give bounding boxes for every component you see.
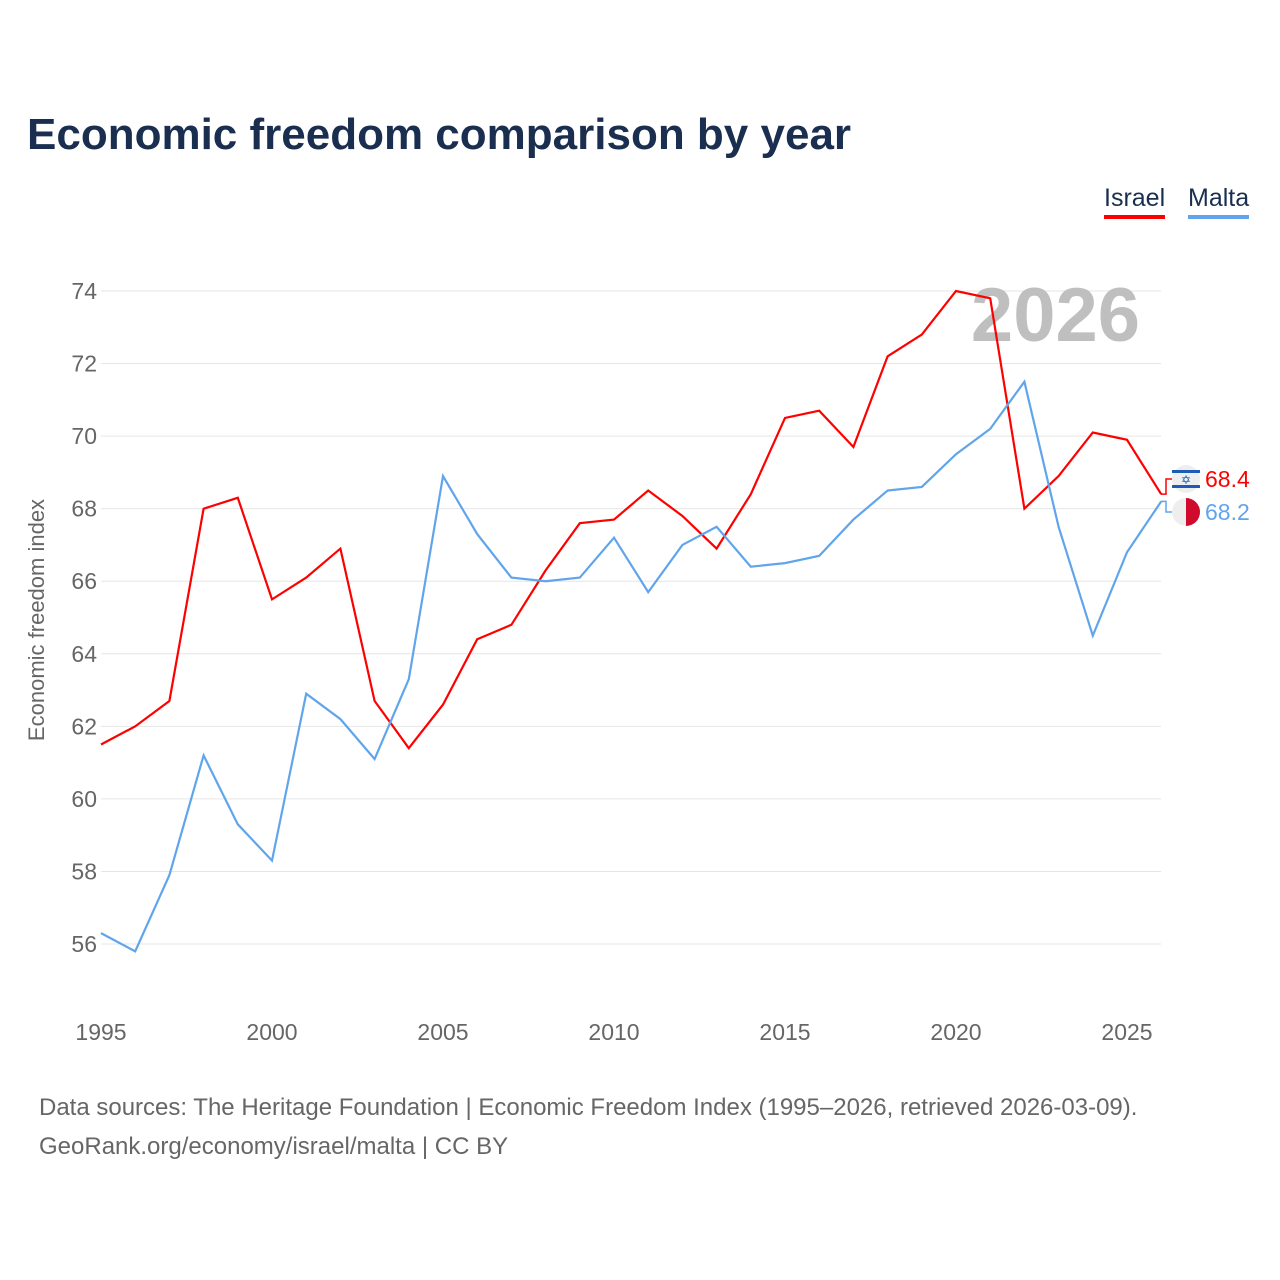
flag-red-half bbox=[1186, 498, 1200, 526]
end-value-label: 68.2 bbox=[1205, 499, 1250, 525]
star-of-david-icon: ✡ bbox=[1181, 473, 1191, 487]
chart-title: Economic freedom comparison by year bbox=[27, 110, 852, 159]
source-line-1: Data sources: The Heritage Foundation | … bbox=[39, 1094, 1138, 1121]
end-value-label: 68.4 bbox=[1205, 466, 1250, 492]
x-tick-label: 1995 bbox=[75, 1019, 126, 1045]
source-line-2: GeoRank.org/economy/israel/malta | CC BY bbox=[39, 1133, 509, 1160]
legend-malta[interactable]: Malta bbox=[1188, 184, 1250, 219]
y-tick-label: 68 bbox=[71, 496, 97, 522]
y-tick-label: 72 bbox=[71, 351, 97, 377]
source-note: Data sources: The Heritage Foundation | … bbox=[39, 1088, 1137, 1166]
flag-stripe bbox=[1172, 470, 1200, 473]
y-tick-label: 58 bbox=[71, 858, 97, 884]
flag-stripe bbox=[1172, 485, 1200, 488]
y-axis-label: Economic freedom index bbox=[24, 499, 49, 741]
x-tick-label: 2000 bbox=[246, 1019, 297, 1045]
y-tick-label: 56 bbox=[71, 931, 97, 957]
x-tick-label: 2025 bbox=[1101, 1019, 1152, 1045]
end-connector bbox=[1161, 500, 1172, 513]
series-line-israel bbox=[100, 289, 1163, 750]
y-tick-label: 62 bbox=[71, 713, 97, 739]
y-tick-label: 60 bbox=[71, 786, 97, 812]
legend-israel[interactable]: Israel bbox=[1104, 184, 1166, 219]
end-connector bbox=[1161, 478, 1172, 495]
x-tick-label: 2020 bbox=[930, 1019, 981, 1045]
x-tick-label: 2015 bbox=[759, 1019, 810, 1045]
series-line-malta bbox=[100, 379, 1163, 953]
y-tick-label: 70 bbox=[71, 423, 97, 449]
y-tick-label: 64 bbox=[71, 641, 97, 667]
x-tick-label: 2005 bbox=[417, 1019, 468, 1045]
x-tick-label: 2010 bbox=[588, 1019, 639, 1045]
y-tick-label: 74 bbox=[71, 278, 97, 304]
y-tick-label: 66 bbox=[71, 568, 97, 594]
year-watermark: 2026 bbox=[971, 273, 1140, 358]
